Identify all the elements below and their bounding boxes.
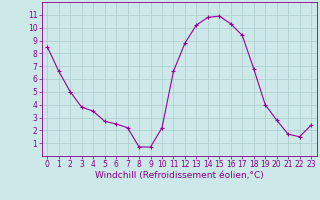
X-axis label: Windchill (Refroidissement éolien,°C): Windchill (Refroidissement éolien,°C) bbox=[95, 171, 264, 180]
